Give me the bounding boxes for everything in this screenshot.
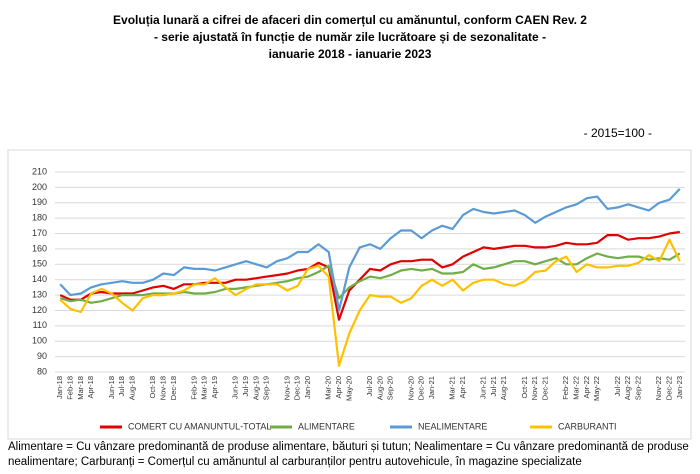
x-tick-label: Mar-20	[324, 376, 333, 400]
x-tick-label: Aug-20	[375, 376, 384, 400]
y-tick-label: 110	[33, 320, 47, 330]
series-line	[59, 252, 681, 304]
footnote: Alimentare = Cu vânzare predominantă de …	[8, 441, 689, 468]
x-tick-label: Jul-22	[613, 376, 622, 396]
y-tick-label: 130	[32, 289, 47, 299]
x-tick-label: Dec-20	[417, 376, 426, 400]
series-line	[59, 238, 681, 367]
series-line	[59, 188, 681, 312]
x-tick-label: Jul-19	[241, 376, 250, 396]
x-tick-label: Aug-19	[251, 376, 260, 400]
x-tick-label: Jul-20	[365, 376, 374, 396]
x-tick-label: Jun-18	[107, 376, 116, 399]
chart: 80 90 100 110 120 130 140 150 160 170 180 190 200 210…	[7, 149, 692, 440]
y-tick-label: 100	[32, 336, 47, 346]
y-tick-label: 170	[32, 228, 47, 238]
x-tick-label: Oct-18	[148, 376, 157, 399]
legend-label: ALIMENTARE	[298, 421, 355, 431]
x-tick-label: Aug-22	[623, 376, 632, 400]
x-tick-label: Dec-22	[664, 376, 673, 400]
x-tick-label: Feb-18	[65, 376, 74, 400]
x-tick-label: Apr-20	[334, 376, 343, 399]
x-tick-label: Apr-18	[86, 376, 95, 399]
x-tick-label: Mar-22	[572, 376, 581, 400]
x-tick-label: Feb-19	[189, 376, 198, 400]
x-tick-label: Nov-21	[530, 376, 539, 400]
y-tick-label: 210	[32, 166, 47, 176]
y-tick-label: 80	[37, 366, 47, 376]
x-tick-label: Sep-19	[262, 376, 271, 400]
x-tick-label: Dec-19	[293, 376, 302, 400]
title-line: - serie ajustată în funcție de număr zil…	[153, 30, 547, 44]
x-tick-label: May-20	[344, 376, 353, 401]
x-tick-label: Jan-21	[427, 376, 436, 399]
y-tick-label: 200	[32, 182, 47, 192]
x-tick-label: Sep-22	[634, 376, 643, 400]
x-tick-label: Feb-22	[561, 376, 570, 400]
legend-label: COMERT CU AMANUNTUL-TOTAL	[128, 421, 271, 431]
y-tick-label: 140	[32, 274, 47, 284]
x-tick-label: Jul-21	[489, 376, 498, 396]
series-line	[59, 230, 680, 321]
x-tick-label: Jan-20	[303, 376, 312, 399]
x-tick-label: Apr-21	[458, 376, 467, 399]
x-tick-label: Jun-21	[479, 376, 488, 399]
x-tick-label: Dec-18	[169, 376, 178, 400]
y-tick-label: 160	[32, 243, 47, 253]
x-tick-label: Nov-22	[654, 376, 663, 400]
y-tick-label: 120	[32, 305, 47, 315]
x-tick-label: Apr-19	[210, 376, 219, 399]
title-line: Evoluția lunară a cifrei de afaceri din …	[113, 13, 587, 27]
legend-label: CARBURANTI	[558, 421, 617, 431]
x-tick-label: Oct-21	[520, 376, 529, 399]
x-tick-label: Dec-21	[541, 376, 550, 400]
legend-label: NEALIMENTARE	[418, 421, 487, 431]
x-tick-label: Nov-20	[406, 376, 415, 400]
x-tick-label: Nov-18	[158, 376, 167, 400]
x-tick-label: Aug-21	[499, 376, 508, 400]
y-tick-label: 190	[32, 197, 47, 207]
x-tick-label: Jun-19	[231, 376, 240, 399]
x-tick-label: Nov-19	[282, 376, 291, 400]
x-tick-label: Mar-21	[448, 376, 457, 400]
chart-border	[7, 149, 692, 440]
x-tick-label: May-22	[592, 376, 601, 401]
x-tick-label: Jan-23	[675, 376, 684, 399]
base-note: - 2015=100 -	[583, 126, 652, 140]
x-tick-label: Mar-19	[200, 376, 209, 400]
y-tick-label: 90	[37, 351, 47, 361]
x-tick-label: Aug-18	[127, 376, 136, 400]
x-tick-label: Jul-18	[117, 376, 126, 396]
x-tick-label: Apr-22	[582, 376, 591, 399]
title-line: ianuarie 2018 - ianuarie 2023	[268, 47, 432, 61]
y-tick-label: 150	[32, 259, 47, 269]
y-tick-label: 180	[32, 213, 47, 223]
x-tick-label: Mar-18	[76, 376, 85, 400]
x-tick-label: Jan-18	[55, 376, 64, 399]
x-tick-label: Sep-20	[386, 376, 395, 400]
